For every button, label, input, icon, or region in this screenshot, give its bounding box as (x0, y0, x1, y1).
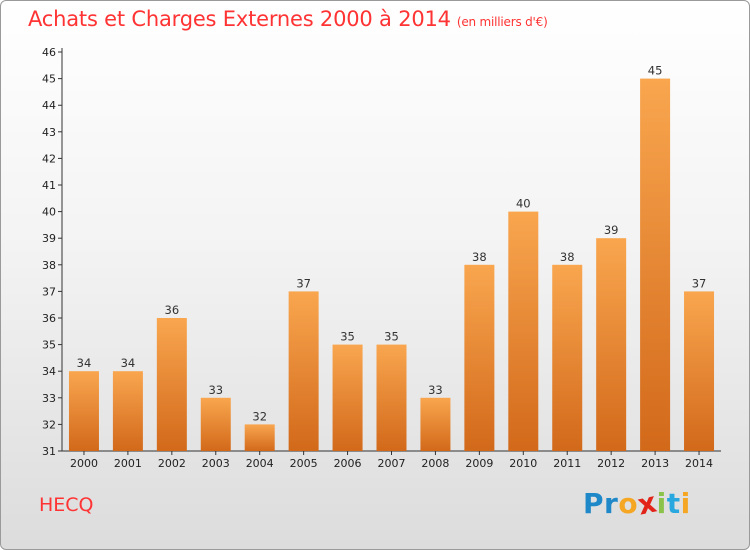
y-tick-label: 34 (42, 365, 56, 378)
bar-value-label: 45 (648, 64, 663, 78)
bar-value-label: 34 (121, 356, 136, 370)
bar (68, 371, 99, 451)
x-tick-label: 2006 (334, 457, 362, 470)
bar-value-label: 40 (516, 197, 531, 211)
x-tick-label: 2014 (685, 457, 713, 470)
bar-value-label: 34 (77, 356, 92, 370)
y-tick-label: 40 (42, 206, 56, 219)
y-tick-label: 37 (42, 285, 56, 298)
x-tick-label: 2005 (290, 457, 318, 470)
y-tick-label: 39 (42, 232, 56, 245)
x-tick-label: 2003 (202, 457, 230, 470)
bar-value-label: 33 (428, 383, 443, 397)
logo-letter: i (680, 487, 691, 520)
logo-letter: t (666, 487, 681, 520)
logo-letter: o (618, 487, 639, 520)
y-tick-label: 31 (42, 445, 56, 458)
y-tick-label: 45 (42, 73, 56, 86)
y-tick-label: 41 (42, 179, 56, 192)
commune-name: HECQ (39, 494, 94, 516)
logo-letter: i (656, 487, 667, 520)
y-tick-label: 43 (42, 126, 56, 139)
y-tick-label: 36 (42, 312, 56, 325)
bar-value-label: 38 (560, 250, 575, 264)
bar (684, 291, 715, 451)
bar (508, 211, 539, 451)
x-tick-label: 2008 (421, 457, 449, 470)
logo-letter: P (583, 487, 605, 520)
chart-bars (68, 78, 715, 451)
logo-letter: r (604, 487, 619, 520)
y-tick-label: 32 (42, 418, 56, 431)
y-tick-label: 42 (42, 152, 56, 165)
bar (640, 78, 671, 451)
chart-labels: 34 34 36 33 32 37 35 35 33 38 40 38 39 45 37 (77, 64, 707, 424)
y-tick-label: 35 (42, 339, 56, 352)
chart-title-text: Achats et Charges Externes 2000 à 2014 (28, 7, 451, 31)
x-tick-label: 2010 (509, 457, 537, 470)
bar (376, 344, 407, 451)
chart-title: Achats et Charges Externes 2000 à 2014 (e… (28, 7, 548, 31)
bar (552, 264, 583, 451)
x-tick-label: 2001 (114, 457, 142, 470)
y-tick-label: 46 (42, 46, 56, 59)
x-tick-label: 2013 (641, 457, 669, 470)
bar-value-label: 32 (252, 409, 267, 423)
y-tick-label: 44 (42, 99, 56, 112)
bar (420, 397, 451, 451)
x-tick-label: 2000 (70, 457, 98, 470)
bar-value-label: 35 (340, 330, 355, 344)
chart-unit-label: (en milliers d'€) (456, 15, 548, 29)
bar-value-label: 35 (384, 330, 399, 344)
y-tick-label: 38 (42, 259, 56, 272)
bar (464, 264, 495, 451)
bar (200, 397, 231, 451)
x-tick-label: 2002 (158, 457, 186, 470)
bar-value-label: 39 (604, 223, 619, 237)
bar-value-label: 36 (165, 303, 180, 317)
x-tick-label: 2011 (553, 457, 581, 470)
bar (596, 238, 627, 451)
proxiti-logo[interactable]: Proxiti (583, 485, 691, 521)
y-tick-label: 33 (42, 392, 56, 405)
bar (112, 371, 143, 451)
x-tick-label: 2007 (378, 457, 406, 470)
chart-axes: 31 32 33 34 35 36 37 38 39 40 41 42 43 44 45 46 2000 2001… (42, 46, 721, 470)
x-tick-label: 2004 (246, 457, 274, 470)
bar-value-label: 33 (208, 383, 223, 397)
bar (156, 318, 187, 451)
x-tick-label: 2009 (465, 457, 493, 470)
x-tick-label: 2012 (597, 457, 625, 470)
bar (288, 291, 319, 451)
bar-value-label: 37 (692, 276, 707, 290)
bar (332, 344, 363, 451)
bar-value-label: 37 (296, 276, 311, 290)
bar (244, 424, 275, 451)
bar-value-label: 38 (472, 250, 487, 264)
